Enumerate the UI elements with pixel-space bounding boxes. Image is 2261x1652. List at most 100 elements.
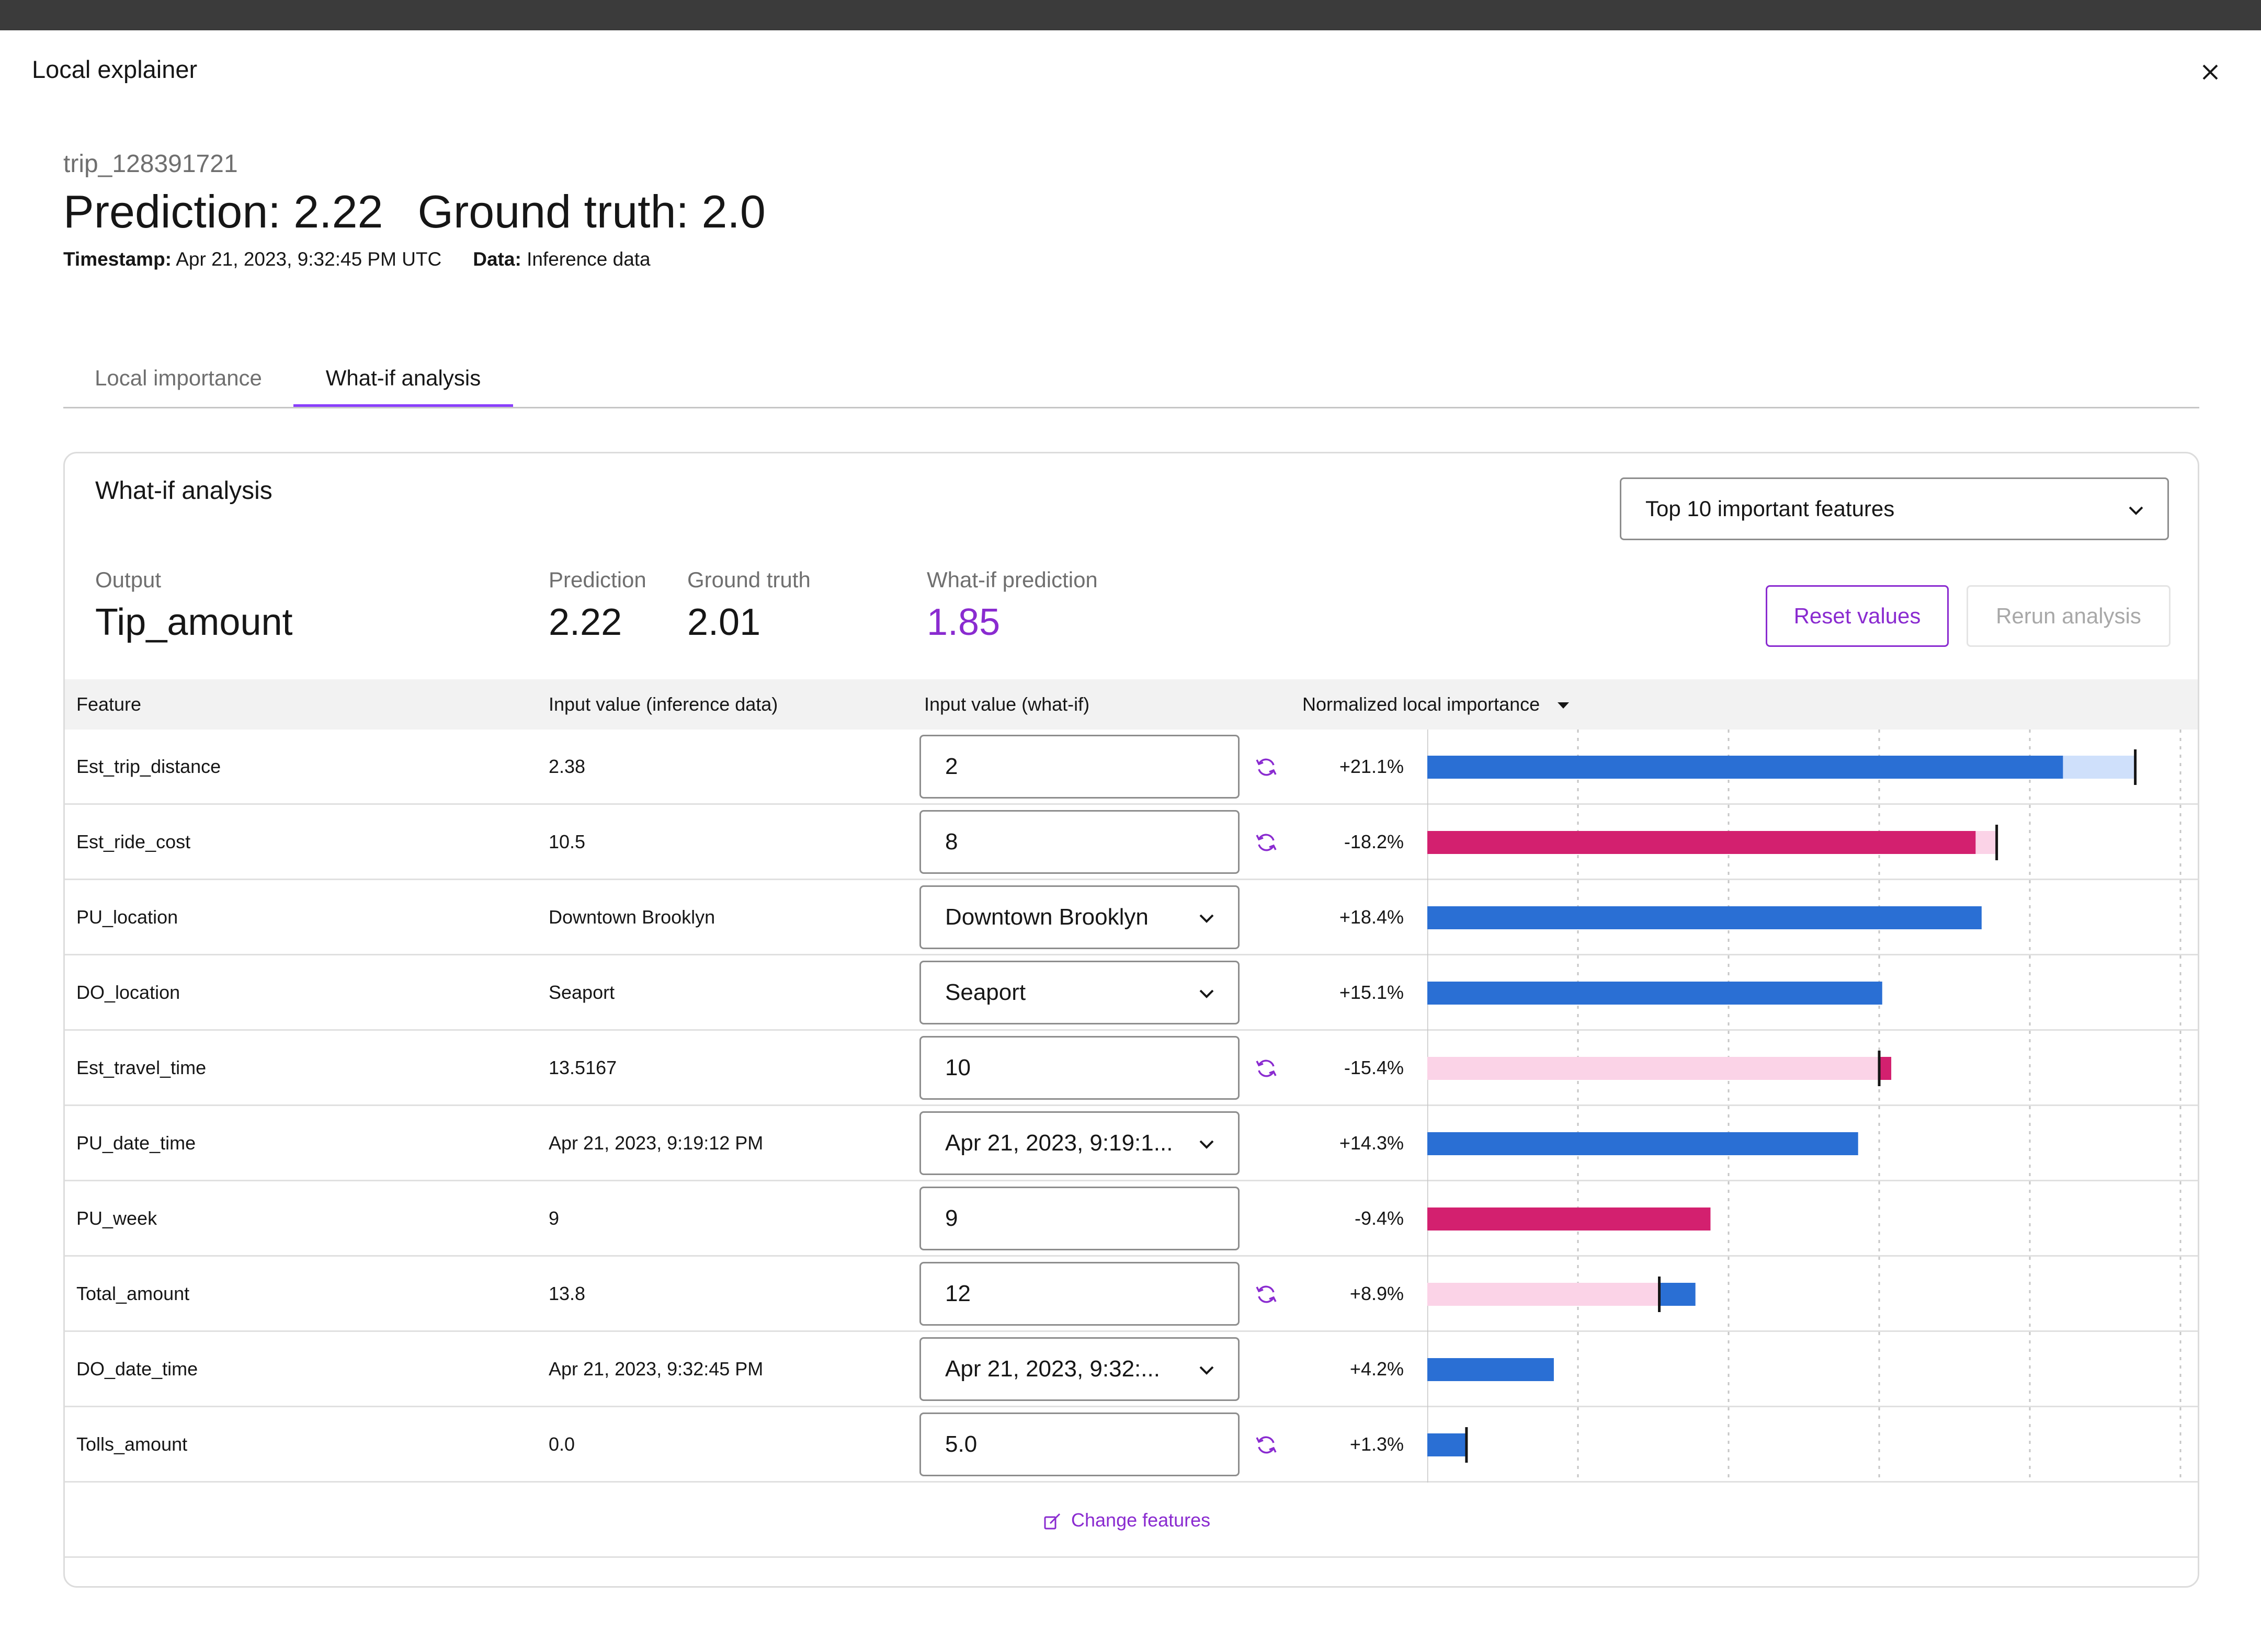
whatif-value: 9 xyxy=(945,1205,958,1231)
feature-name: DO_date_time xyxy=(76,1358,198,1380)
chevron-down-icon xyxy=(2129,506,2143,515)
reset-icon[interactable] xyxy=(1254,755,1279,780)
modal-title: Local explainer xyxy=(32,55,198,83)
timestamp: Timestamp: Apr 21, 2023, 9:32:45 PM UTC xyxy=(63,248,441,270)
inference-input-value: 0.0 xyxy=(549,1433,575,1455)
data-value: Inference data xyxy=(527,248,651,270)
timestamp-value: Apr 21, 2023, 9:32:45 PM UTC xyxy=(176,248,442,270)
ground-truth-value: 2.01 xyxy=(687,601,761,643)
local-explainer-modal: Local explainer trip_128391721 Predictio… xyxy=(0,30,2261,1652)
edit-icon xyxy=(1044,1513,1061,1530)
prediction-headline: Prediction: 2.22 Ground truth: 2.0 xyxy=(63,185,766,238)
importance-percent: +14.3% xyxy=(1339,1132,1404,1154)
whatif-input[interactable]: 2 xyxy=(919,735,1240,799)
reset-icon[interactable] xyxy=(1254,1056,1279,1081)
rerun-analysis-button[interactable]: Rerun analysis xyxy=(1967,585,2171,647)
output-label: Output xyxy=(95,567,162,592)
table-row: Tolls_amount 0.0 5.0 +1.3% xyxy=(65,1407,2198,1483)
inference-input-value: 2.38 xyxy=(549,756,586,777)
prediction-label: Prediction xyxy=(549,567,646,592)
chevron-down-icon xyxy=(1199,1140,1214,1149)
card-footer: Change features xyxy=(65,1483,2198,1558)
importance-percent: +8.9% xyxy=(1349,1283,1404,1304)
importance-percent: -18.2% xyxy=(1344,831,1404,852)
importance-percent: -15.4% xyxy=(1344,1057,1404,1078)
whatif-value: 8 xyxy=(945,829,958,855)
feature-name: DO_location xyxy=(76,982,180,1003)
header-whatif-value: Input value (what-if) xyxy=(924,693,1090,715)
inference-input-value: 9 xyxy=(549,1207,560,1229)
inference-input-value: 10.5 xyxy=(549,831,586,852)
table-row: PU_date_time Apr 21, 2023, 9:19:12 PM Apr … xyxy=(65,1106,2198,1181)
whatif-input[interactable]: 9 xyxy=(919,1187,1240,1250)
whatif-value: Apr 21, 2023, 9:19:1... xyxy=(945,1130,1173,1156)
chevron-down-icon xyxy=(1199,914,1214,923)
whatif-input[interactable]: 8 xyxy=(919,810,1240,874)
timestamp-label: Timestamp: xyxy=(63,248,172,270)
tab-what-if-analysis[interactable]: What-if analysis xyxy=(293,341,513,407)
feature-set-dropdown[interactable]: Top 10 important features xyxy=(1620,477,2169,540)
inference-input-value: Apr 21, 2023, 9:32:45 PM xyxy=(549,1358,764,1380)
reset-icon[interactable] xyxy=(1254,1432,1279,1457)
importance-percent: +4.2% xyxy=(1349,1358,1404,1380)
feature-name: PU_date_time xyxy=(76,1132,196,1154)
importance-percent: -9.4% xyxy=(1354,1207,1404,1229)
feature-name: Est_travel_time xyxy=(76,1057,207,1078)
importance-percent: +1.3% xyxy=(1349,1433,1404,1455)
whatif-select[interactable]: Downtown Brooklyn xyxy=(919,885,1240,949)
reset-values-button[interactable]: Reset values xyxy=(1766,585,1949,647)
whatif-input[interactable]: 12 xyxy=(919,1262,1240,1326)
table-row: PU_week 9 9 -9.4% xyxy=(65,1181,2198,1257)
output-value: Tip_amount xyxy=(95,601,293,643)
table-row: DO_date_time Apr 21, 2023, 9:32:45 PM Apr … xyxy=(65,1332,2198,1407)
whatif-input[interactable]: 5.0 xyxy=(919,1412,1240,1476)
ground-truth-label: Ground truth xyxy=(687,567,811,592)
table-row: Total_amount 13.8 12 +8.9% xyxy=(65,1257,2198,1332)
header-feature: Feature xyxy=(76,693,142,715)
feature-name: PU_location xyxy=(76,906,178,928)
table-row: PU_location Downtown Brooklyn Downtown Bro… xyxy=(65,880,2198,955)
whatif-prediction-value: 1.85 xyxy=(927,601,1001,643)
tab-local-importance[interactable]: Local importance xyxy=(95,366,262,390)
feature-name: Est_trip_distance xyxy=(76,756,221,777)
data-label: Data: xyxy=(473,248,521,270)
record-meta: Timestamp: Apr 21, 2023, 9:32:45 PM UTC D… xyxy=(63,248,651,270)
importance-percent: +21.1% xyxy=(1339,756,1404,777)
importance-percent: +15.1% xyxy=(1339,982,1404,1003)
chevron-down-icon xyxy=(1199,989,1214,998)
feature-name: Total_amount xyxy=(76,1283,190,1304)
inference-input-value: 13.5167 xyxy=(549,1057,617,1078)
whatif-input[interactable]: 10 xyxy=(919,1036,1240,1100)
whatif-value: 12 xyxy=(945,1281,971,1306)
whatif-select[interactable]: Apr 21, 2023, 9:19:1... xyxy=(919,1111,1240,1175)
header-importance[interactable]: Normalized local importance xyxy=(1302,679,1570,730)
feature-set-value: Top 10 important features xyxy=(1645,496,1895,521)
ground-truth-text: Ground truth: 2.0 xyxy=(417,186,766,237)
change-features-link[interactable]: Change features xyxy=(1043,1483,1210,1558)
header-input-value: Input value (inference data) xyxy=(549,693,778,715)
sort-down-icon[interactable] xyxy=(1556,701,1570,710)
whatif-prediction-label: What-if prediction xyxy=(927,567,1098,592)
prediction-text: Prediction: 2.22 xyxy=(63,186,383,237)
whatif-select[interactable]: Seaport xyxy=(919,961,1240,1024)
window-top-bar xyxy=(0,0,2261,30)
feature-name: Est_ride_cost xyxy=(76,831,191,852)
inference-input-value: Seaport xyxy=(549,982,615,1003)
inference-input-value: Downtown Brooklyn xyxy=(549,906,715,928)
change-features-label: Change features xyxy=(1071,1509,1211,1531)
whatif-value: Apr 21, 2023, 9:32:... xyxy=(945,1356,1160,1382)
close-icon xyxy=(2202,64,2218,80)
table-row: Est_travel_time 13.5167 10 -15.4% xyxy=(65,1031,2198,1106)
whatif-select[interactable]: Apr 21, 2023, 9:32:... xyxy=(919,1337,1240,1401)
reset-icon[interactable] xyxy=(1254,1282,1279,1307)
table-row: Est_ride_cost 10.5 8 -18.2% xyxy=(65,805,2198,880)
inference-input-value: 13.8 xyxy=(549,1283,586,1304)
whatif-value: Seaport xyxy=(945,979,1026,1005)
importance-percent: +18.4% xyxy=(1339,906,1404,928)
reset-icon[interactable] xyxy=(1254,830,1279,855)
feature-name: PU_week xyxy=(76,1207,157,1229)
tab-bar: Local importance What-if analysis xyxy=(63,341,2199,408)
whatif-value: Downtown Brooklyn xyxy=(945,904,1149,930)
inference-input-value: Apr 21, 2023, 9:19:12 PM xyxy=(549,1132,764,1154)
close-button[interactable] xyxy=(2195,56,2226,88)
